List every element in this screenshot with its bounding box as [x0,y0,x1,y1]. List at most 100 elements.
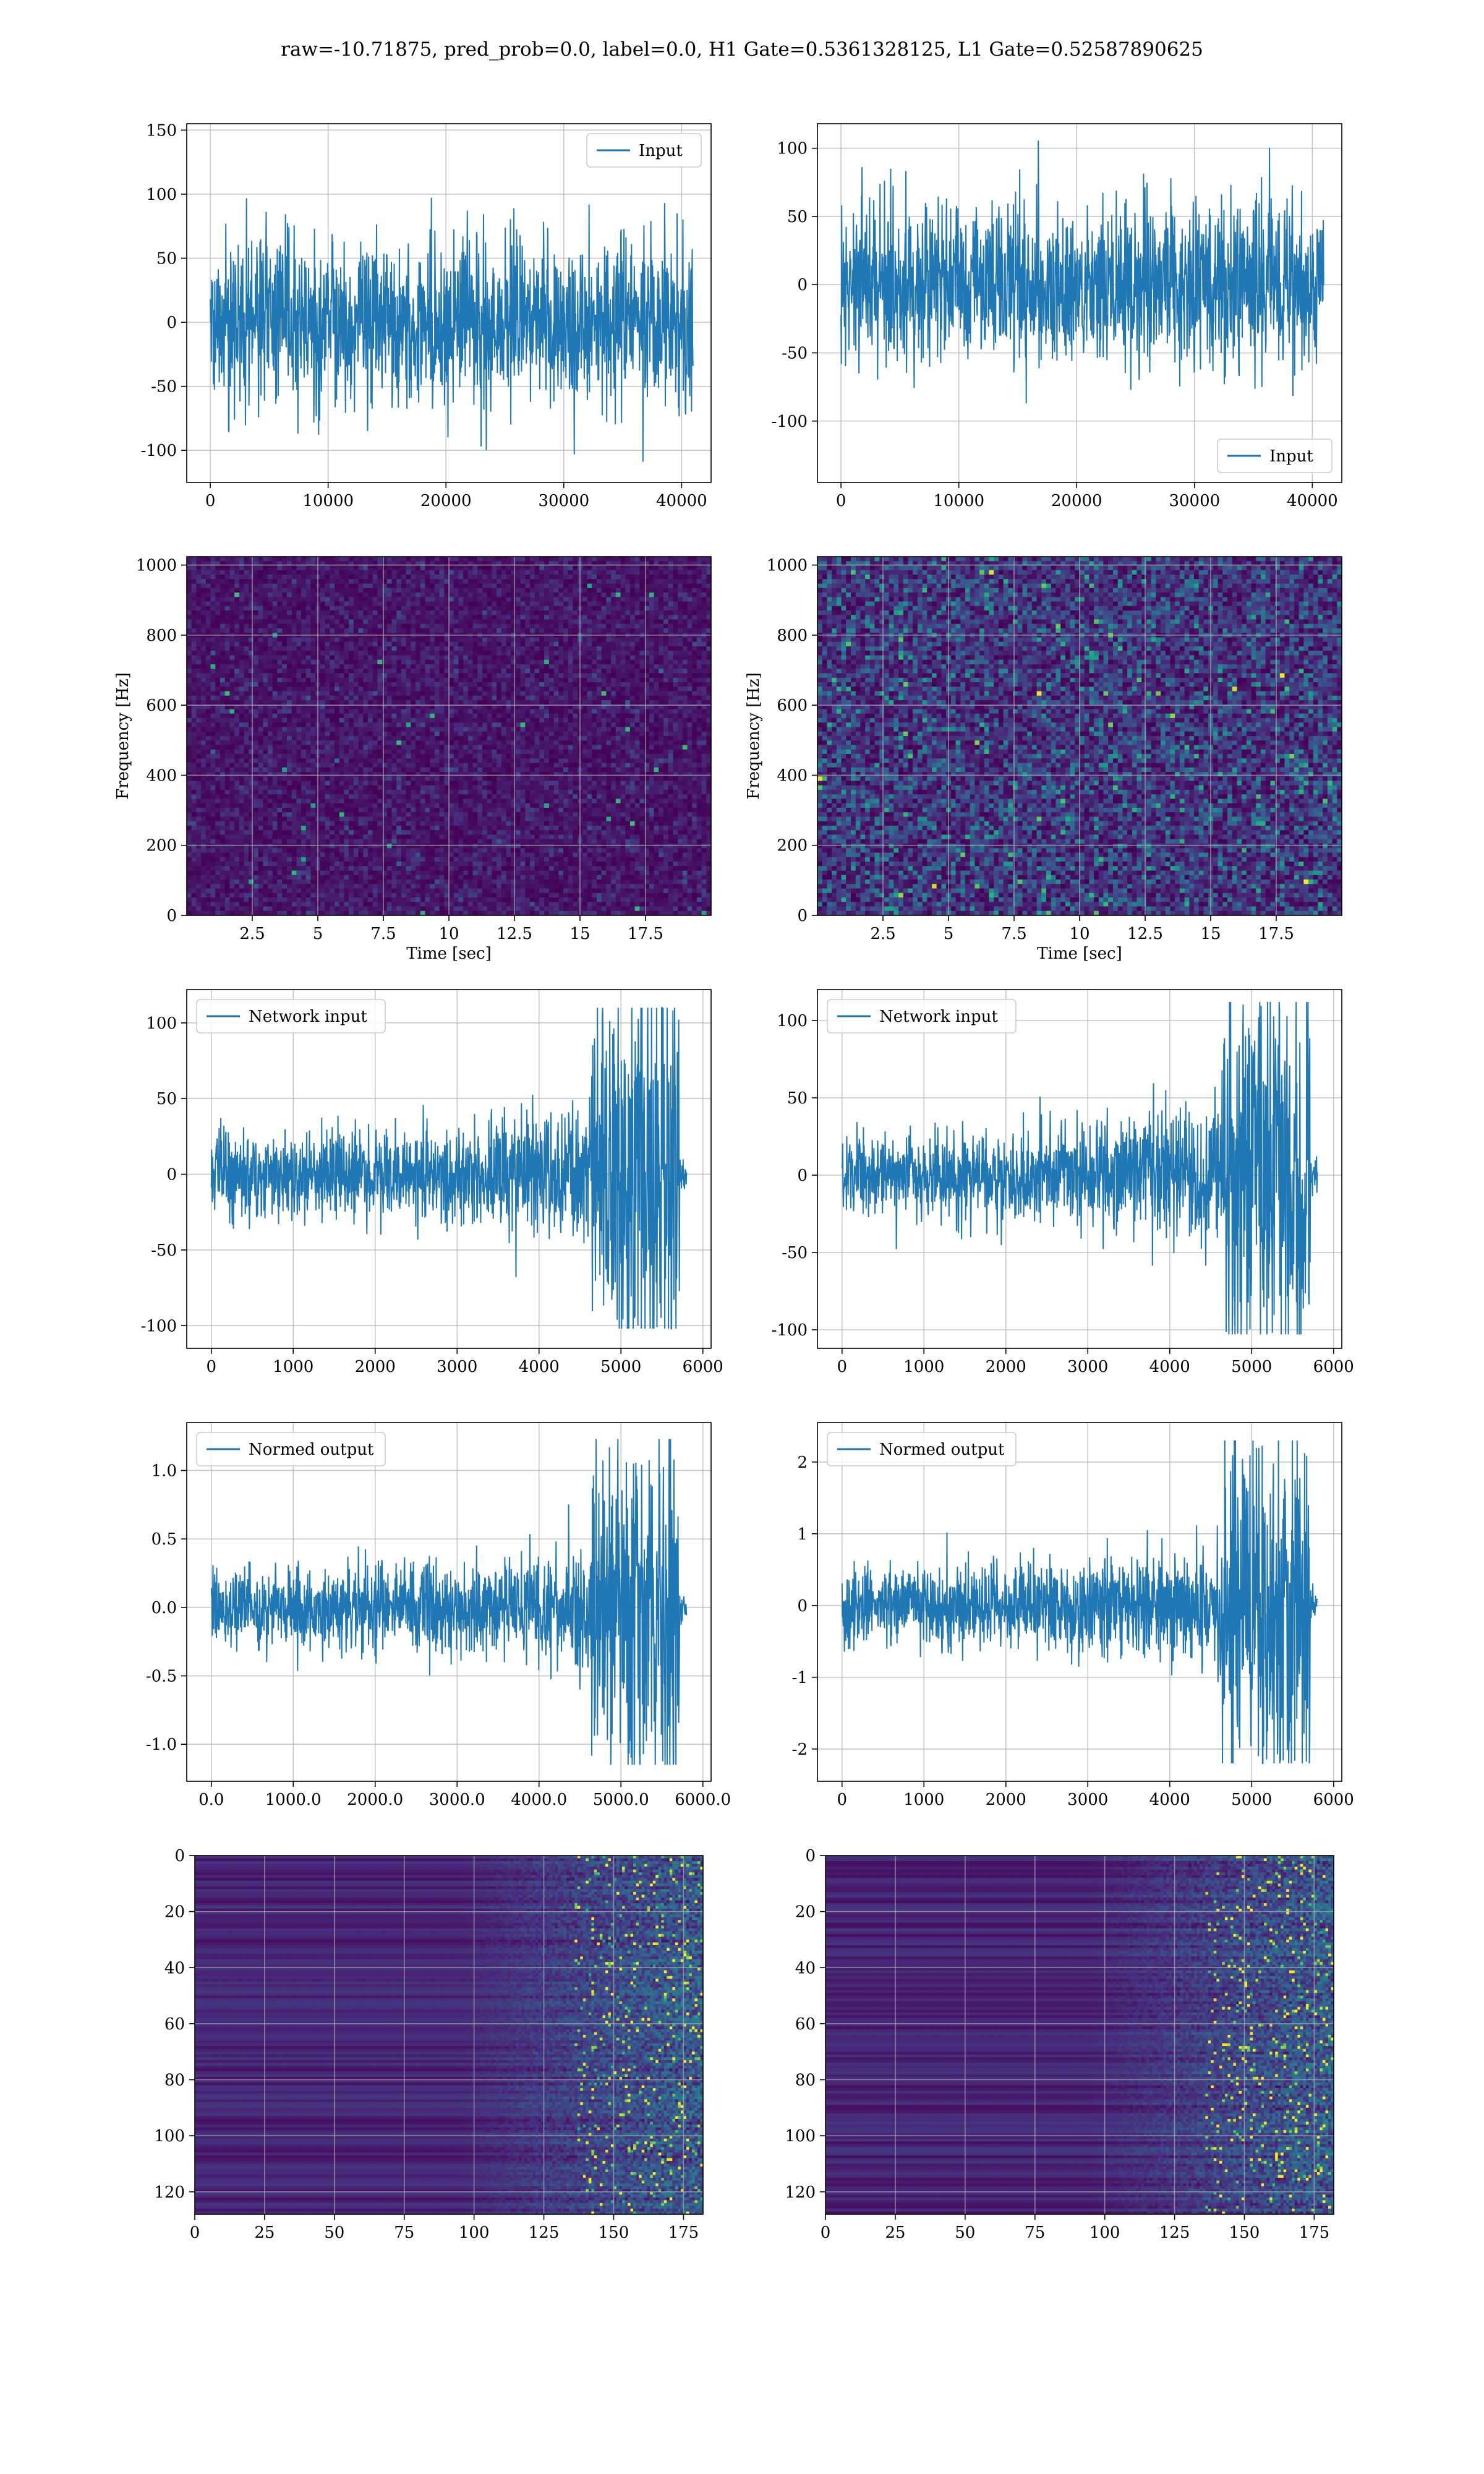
y-tick-label: -1 [792,1669,808,1687]
y-tick-label: 0 [797,1166,808,1185]
plot-area [817,557,1342,916]
x-tick-label: 100 [1090,2224,1120,2242]
y-tick-label: 100 [146,186,177,204]
y-tick-label: 120 [785,2183,816,2202]
x-tick-label: 40000 [656,492,707,510]
legend-label: Input [1269,447,1313,466]
x-tick-label: 175 [1299,2224,1330,2242]
x-tick-label: 125 [529,2224,560,2242]
y-tick-label: 2 [797,1453,808,1472]
x-tick-label: 4000 [1149,1358,1190,1376]
x-tick-label: 6000 [1313,1791,1354,1809]
y-tick-label: 200 [146,837,177,855]
y-tick-label: 1000 [767,557,808,575]
legend-label: Network input [249,1008,367,1026]
y-tick-label: 800 [146,627,177,645]
x-tick-label: 2000 [986,1791,1026,1809]
x-tick-label: 4000.0 [511,1791,567,1809]
y-tick-label: -100 [141,1317,177,1335]
legend: Network input [197,999,385,1033]
legend-label: Normed output [879,1440,1005,1459]
plot-area [817,124,1342,482]
x-tick-label: 6000 [683,1358,723,1376]
x-tick-label: 7.5 [370,925,396,943]
x-tick-label: 2000 [986,1358,1026,1376]
y-tick-label: 400 [777,766,808,785]
legend: Normed output [197,1432,385,1466]
x-tick-label: 25 [885,2224,905,2242]
y-tick-label: 600 [777,696,808,715]
x-tick-label: 12.5 [1127,925,1163,943]
plot-area [817,1423,1342,1781]
x-tick-label: 3000 [1067,1791,1108,1809]
x-tick-label: 20000 [420,492,472,510]
subplot-spec-h1: 2.5 5 7.5 10 12.5 15 17.502004006008001000Time… [114,557,712,963]
x-tick-label: 40000 [1287,492,1338,510]
y-tick-label: -50 [782,344,808,362]
y-tick-label: 50 [156,1090,177,1108]
x-tick-label: 3000 [437,1358,477,1376]
y-tick-label: 50 [787,208,808,226]
x-tick-label: 17.5 [628,925,663,943]
x-tick-label: 75 [1025,2224,1045,2242]
x-tick-label: 3000.0 [429,1791,485,1809]
y-tick-label: 600 [146,696,177,715]
y-tick-label: 100 [146,1014,177,1033]
x-tick-label: 2000 [355,1358,396,1376]
x-tick-label: 3000 [1067,1358,1108,1376]
y-tick-label: 100 [154,2127,185,2146]
x-tick-label: 0.0 [198,1791,224,1809]
x-tick-label: 10 [1069,925,1090,943]
x-tick-label: 0 [206,1358,216,1376]
plot-area [187,124,711,482]
y-tick-label: -50 [151,378,177,396]
x-tick-label: 17.5 [1258,925,1294,943]
y-tick-label: -100 [772,413,808,431]
y-tick-label: 120 [154,2183,185,2202]
y-tick-label: 50 [787,1089,808,1108]
y-tick-label: 200 [777,837,808,855]
legend: Input [1217,439,1332,473]
x-tick-label: 2.5 [239,925,265,943]
x-tick-label: 0 [836,492,846,510]
y-tick-label: 60 [795,2015,816,2034]
x-tick-label: 0 [837,1358,847,1376]
x-tick-label: 12.5 [497,925,532,943]
x-tick-label: 25 [254,2224,275,2242]
plot-area [187,557,712,916]
y-tick-label: 800 [777,627,808,645]
subplot-norm-h1: 0.0 1000.0 2000.0 3000.0 4000.0 5000.0 6000.0-… [146,1423,731,1809]
legend: Normed output [827,1432,1016,1466]
y-tick-label: -50 [782,1244,808,1262]
x-tick-label: 50 [324,2224,344,2242]
plot-area [187,990,711,1348]
subplot-input-h1: 0 10000 20000 30000 40000-100-50050100150Inp… [141,121,711,510]
y-tick-label: 400 [146,766,177,785]
y-tick-label: 0 [797,1597,808,1616]
y-tick-label: 0 [174,1847,185,1865]
y-axis-label: Frequency [Hz] [114,672,132,800]
y-tick-label: -2 [792,1740,808,1759]
legend-label: Normed output [249,1440,374,1459]
y-tick-label: 20 [164,1903,185,1922]
x-tick-label: 4000 [1149,1791,1190,1809]
legend-label: Network input [879,1008,998,1026]
x-tick-label: 0 [190,2224,200,2242]
x-tick-label: 10000 [302,492,354,510]
plot-area [825,1856,1334,2215]
y-tick-label: 0.0 [151,1599,177,1617]
y-tick-label: -100 [772,1321,808,1340]
y-tick-label: 20 [795,1903,816,1922]
y-tick-label: 0 [166,907,177,925]
x-tick-label: 5 [313,925,323,943]
y-tick-label: 40 [164,1959,185,1977]
x-tick-label: 1000 [903,1358,944,1376]
series-line [842,1002,1318,1335]
y-axis-label: Frequency [Hz] [744,672,763,800]
x-tick-label: 0 [821,2224,831,2242]
legend-label: Input [639,142,683,160]
x-tick-label: 175 [668,2224,699,2242]
